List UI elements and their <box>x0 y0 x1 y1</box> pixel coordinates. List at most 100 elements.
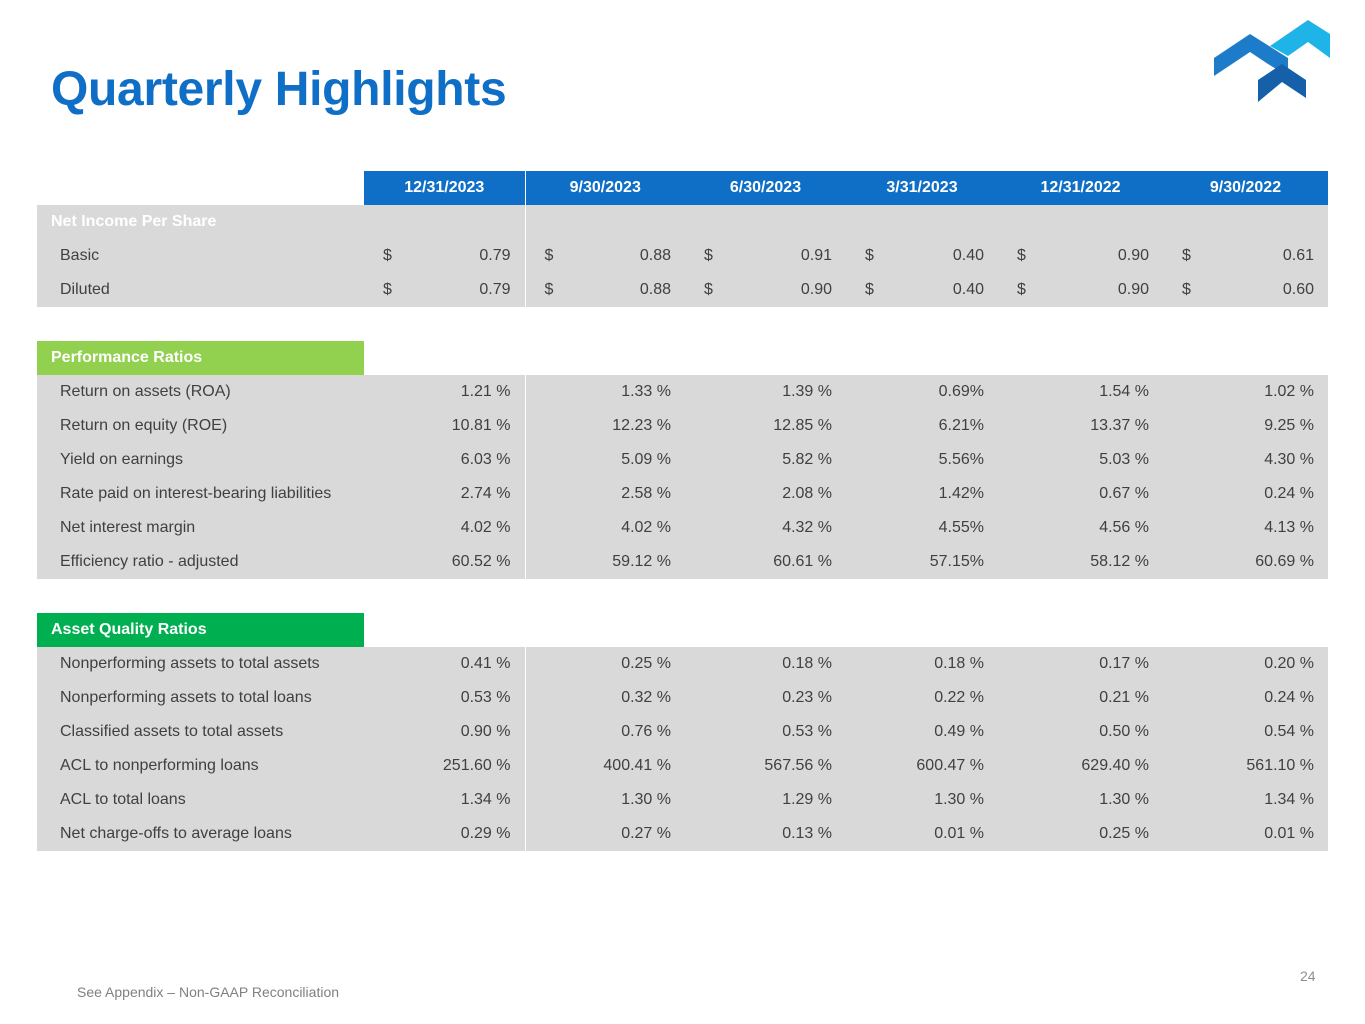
value-cell: 1.21 % <box>364 375 526 409</box>
currency-symbol: $ <box>1017 247 1026 264</box>
value-cell: 0.53 % <box>685 715 846 749</box>
value-cell: 10.81 % <box>364 409 526 443</box>
value-cell: 1.30 % <box>525 783 685 817</box>
value-cell: 1.54 % <box>998 375 1163 409</box>
value-cell: 59.12 % <box>525 545 685 579</box>
spacer-row <box>37 579 1328 613</box>
section-header-cell <box>998 205 1163 239</box>
value-cell: 251.60 % <box>364 749 526 783</box>
section-header-cell <box>1163 205 1328 239</box>
value-cell: 13.37 % <box>998 409 1163 443</box>
row-label: ACL to total loans <box>37 783 364 817</box>
performance-section-header: Performance Ratios <box>37 341 1328 375</box>
row-label: Net interest margin <box>37 511 364 545</box>
section-header-cell <box>685 341 846 375</box>
table-row: Net interest margin 4.02 % 4.02 % 4.32 % 4.5… <box>37 511 1328 545</box>
section-header-cell <box>1163 613 1328 647</box>
value-cell: $0.40 <box>846 239 998 273</box>
value-cell: $0.79 <box>364 239 526 273</box>
value-cell: 0.17 % <box>998 647 1163 681</box>
table-row: Rate paid on interest-bearing liabilitie… <box>37 477 1328 511</box>
row-label: Efficiency ratio - adjusted <box>37 545 364 579</box>
value-cell: 1.34 % <box>1163 783 1328 817</box>
value-cell: $0.61 <box>1163 239 1328 273</box>
value-cell: 0.76 % <box>525 715 685 749</box>
value-amount: 0.40 <box>952 281 984 298</box>
value-cell: 0.23 % <box>685 681 846 715</box>
table-row: Classified assets to total assets 0.90 % 0… <box>37 715 1328 749</box>
section-title: Performance Ratios <box>37 341 364 375</box>
currency-symbol: $ <box>544 281 554 298</box>
currency-value: $0.88 <box>526 247 686 265</box>
value-cell: 0.21 % <box>998 681 1163 715</box>
row-label: Return on equity (ROE) <box>37 409 364 443</box>
section-header-cell <box>525 341 685 375</box>
value-amount: 0.40 <box>952 247 984 264</box>
value-cell: 1.02 % <box>1163 375 1328 409</box>
value-cell: 1.29 % <box>685 783 846 817</box>
logo-chevron-top <box>1270 20 1330 58</box>
value-cell: 0.25 % <box>998 817 1163 851</box>
table-row: ACL to nonperforming loans 251.60 % 400.41… <box>37 749 1328 783</box>
value-cell: 2.58 % <box>525 477 685 511</box>
value-cell: 0.49 % <box>846 715 998 749</box>
value-cell: $0.90 <box>685 273 846 307</box>
spacer-cell <box>846 307 998 341</box>
value-cell: 4.30 % <box>1163 443 1328 477</box>
currency-symbol: $ <box>383 281 392 298</box>
value-cell: 1.30 % <box>846 783 998 817</box>
value-cell: 400.41 % <box>525 749 685 783</box>
value-cell: 4.55% <box>846 511 998 545</box>
spacer-cell <box>525 307 685 341</box>
value-amount: 0.60 <box>1282 281 1314 298</box>
currency-value: $0.88 <box>526 281 686 299</box>
value-cell: 0.13 % <box>685 817 846 851</box>
asset_quality-section-header: Asset Quality Ratios <box>37 613 1328 647</box>
currency-value: $0.90 <box>685 281 846 299</box>
value-cell: 0.01 % <box>846 817 998 851</box>
column-header: 9/30/2023 <box>525 171 685 205</box>
row-label: Classified assets to total assets <box>37 715 364 749</box>
highlights-table: 12/31/2023 9/30/2023 6/30/2023 3/31/2023 12/… <box>37 171 1328 851</box>
value-cell: 4.02 % <box>525 511 685 545</box>
value-cell: 5.56% <box>846 443 998 477</box>
value-amount: 0.90 <box>1117 247 1149 264</box>
value-cell: 5.03 % <box>998 443 1163 477</box>
table-row: ACL to total loans 1.34 % 1.30 % 1.29 % 1.30… <box>37 783 1328 817</box>
currency-symbol: $ <box>865 281 874 298</box>
section-header-cell <box>685 613 846 647</box>
value-cell: 1.30 % <box>998 783 1163 817</box>
logo-chevron-middle <box>1214 34 1288 76</box>
value-cell: 0.24 % <box>1163 681 1328 715</box>
value-cell: 12.23 % <box>525 409 685 443</box>
value-cell: 0.22 % <box>846 681 998 715</box>
currency-symbol: $ <box>1182 281 1191 298</box>
value-amount: 0.79 <box>479 247 511 264</box>
section-header-cell <box>998 613 1163 647</box>
section-header-cell <box>525 205 685 239</box>
section-header-cell <box>846 205 998 239</box>
section-header-cell <box>685 205 846 239</box>
value-cell: 0.24 % <box>1163 477 1328 511</box>
currency-symbol: $ <box>1182 247 1191 264</box>
value-cell: $0.91 <box>685 239 846 273</box>
value-cell: 0.32 % <box>525 681 685 715</box>
value-cell: 4.13 % <box>1163 511 1328 545</box>
section-title: Asset Quality Ratios <box>37 613 364 647</box>
section-header-cell <box>364 341 525 375</box>
column-header: 12/31/2023 <box>364 171 526 205</box>
value-cell: 561.10 % <box>1163 749 1328 783</box>
currency-value: $0.79 <box>364 247 525 265</box>
table-row: Return on assets (ROA) 1.21 % 1.33 % 1.39 %… <box>37 375 1328 409</box>
currency-value: $0.40 <box>846 281 998 299</box>
currency-value: $0.61 <box>1163 247 1328 265</box>
spacer-cell <box>1163 307 1328 341</box>
value-amount: 0.61 <box>1282 247 1314 264</box>
table-row: Return on equity (ROE) 10.81 % 12.23 % 12.8… <box>37 409 1328 443</box>
spacer-cell <box>998 307 1163 341</box>
header-corner <box>37 171 364 205</box>
value-cell: 0.20 % <box>1163 647 1328 681</box>
column-header: 12/31/2022 <box>998 171 1163 205</box>
section-title: Net Income Per Share <box>37 205 364 239</box>
value-cell: 600.47 % <box>846 749 998 783</box>
